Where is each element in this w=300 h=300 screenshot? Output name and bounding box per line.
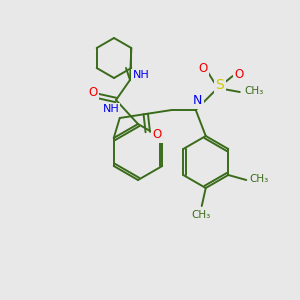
- Text: NH: NH: [133, 70, 149, 80]
- Text: CH₃: CH₃: [191, 210, 210, 220]
- Text: O: O: [88, 86, 98, 100]
- Text: S: S: [215, 78, 224, 92]
- Text: O: O: [198, 61, 207, 74]
- Text: CH₃: CH₃: [244, 86, 263, 96]
- Text: N: N: [193, 94, 203, 107]
- Text: CH₃: CH₃: [250, 174, 269, 184]
- Text: NH: NH: [102, 104, 119, 114]
- Text: O: O: [152, 128, 161, 142]
- Text: O: O: [234, 68, 243, 80]
